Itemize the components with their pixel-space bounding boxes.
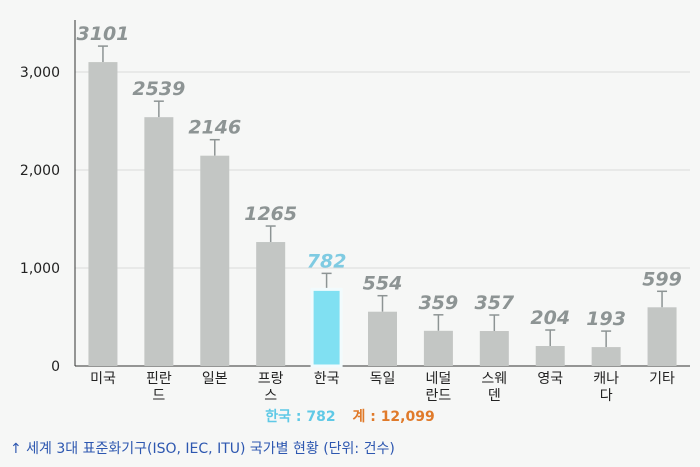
- bar: [200, 155, 230, 366]
- value-label: 782: [307, 250, 347, 272]
- value-label: 599: [642, 268, 682, 290]
- category-label: 한국: [314, 371, 340, 387]
- value-label: 2146: [188, 117, 241, 139]
- bar: [256, 242, 286, 366]
- bar: [368, 311, 397, 366]
- chart-caption: ↑ 세계 3대 표준화기구(ISO, IEC, ITU) 국가별 현황 (단위:…: [10, 441, 395, 457]
- value-label: 3101: [77, 23, 130, 45]
- category-label: 캐나: [593, 371, 619, 387]
- bar: [591, 347, 621, 366]
- category-label: 란드: [426, 388, 452, 404]
- category-label: 스웨: [481, 371, 507, 387]
- bar: [423, 330, 453, 366]
- bar: [479, 331, 509, 366]
- value-label: 554: [363, 273, 403, 295]
- value-label: 1265: [244, 203, 297, 225]
- y-tick-label: 1,000: [20, 261, 60, 277]
- chart-svg: 0 1,000 2,000 3,000 3101 미국 2539 핀란드 2146 일본 1265 프…: [20, 20, 690, 404]
- value-label: 204: [530, 307, 570, 329]
- y-tick-label: 2,000: [20, 163, 60, 179]
- category-label: 독일: [370, 371, 396, 387]
- category-label: 기타: [649, 371, 675, 387]
- korea-summary: 한국 : 782: [265, 409, 336, 425]
- y-tick-label: 3,000: [20, 65, 60, 81]
- bar: [88, 62, 118, 367]
- category-label: 영국: [537, 371, 563, 387]
- value-label: 359: [419, 292, 459, 314]
- bar-highlight: [310, 287, 343, 368]
- total-summary: 계 : 12,099: [352, 409, 435, 425]
- category-label: 프랑: [258, 371, 284, 387]
- value-label: 357: [474, 292, 514, 314]
- value-label: 2539: [132, 78, 185, 100]
- category-label: 덴: [488, 388, 501, 404]
- y-tick-label: 0: [51, 359, 60, 375]
- category-label: 핀란: [146, 371, 172, 387]
- category-label: 네덜: [426, 371, 452, 387]
- category-label: 다: [600, 388, 613, 404]
- category-label: 미국: [90, 371, 116, 387]
- value-label: 193: [586, 308, 626, 330]
- bar: [535, 346, 565, 366]
- category-label: 스: [264, 388, 277, 404]
- category-label: 일본: [202, 371, 228, 387]
- bar: [144, 117, 174, 366]
- bar: [647, 307, 677, 366]
- category-label: 드: [152, 388, 165, 404]
- summary-line: 한국 : 782 계 : 12,099: [0, 406, 700, 426]
